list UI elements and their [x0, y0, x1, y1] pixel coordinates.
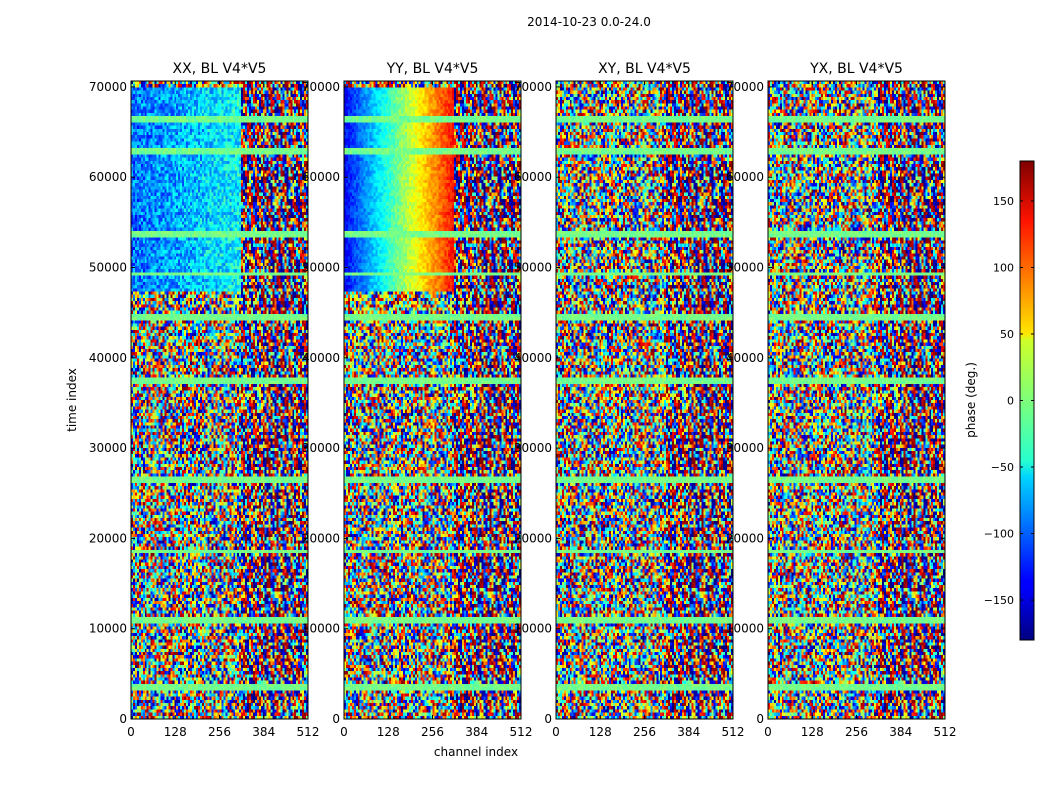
heatmap-image: [768, 81, 945, 719]
y-tick-label: 70000: [514, 80, 552, 94]
y-tick-label: 50000: [302, 261, 340, 275]
x-tick-label: 384: [889, 725, 912, 739]
y-tick-label: 70000: [726, 80, 764, 94]
x-tick-label: 256: [845, 725, 868, 739]
x-tick-label: 256: [208, 725, 231, 739]
y-tick-label: 30000: [514, 441, 552, 455]
panel-yy: YY, BL V4*V5 0 128 256 384 512 0 10000 20000 3000…: [302, 61, 533, 739]
y-tick-label: 10000: [514, 622, 552, 636]
y-axis-label: time index: [65, 368, 79, 432]
x-tick-label: 384: [677, 725, 700, 739]
y-tick-label: 20000: [514, 531, 552, 545]
y-tick-label: 60000: [302, 170, 340, 184]
x-tick-label: 384: [252, 725, 275, 739]
y-tick-label: 10000: [726, 622, 764, 636]
y-tick-label: 40000: [514, 351, 552, 365]
y-tick-label: 60000: [89, 170, 127, 184]
colorbar-tick-label: 150: [993, 195, 1014, 208]
y-tick-label: 0: [544, 712, 552, 726]
colorbar-tick-label: −150: [984, 594, 1014, 607]
y-tick-label: 20000: [726, 531, 764, 545]
x-tick-label: 512: [934, 725, 957, 739]
x-tick-label: 512: [297, 725, 320, 739]
colorbar-tick-label: −50: [991, 461, 1014, 474]
y-tick-label: 70000: [89, 80, 127, 94]
y-tick-label: 30000: [302, 441, 340, 455]
y-tick-label: 20000: [302, 531, 340, 545]
x-tick-label: 0: [340, 725, 348, 739]
y-tick-label: 70000: [302, 80, 340, 94]
x-tick-label: 0: [552, 725, 560, 739]
panel-title: XY, BL V4*V5: [598, 61, 691, 77]
y-tick-label: 0: [332, 712, 340, 726]
x-tick-label: 256: [421, 725, 444, 739]
x-tick-label: 0: [127, 725, 135, 739]
y-tick-label: 50000: [89, 261, 127, 275]
panel-title: YY, BL V4*V5: [386, 61, 479, 77]
heatmap-image: [131, 81, 308, 719]
heatmap-image: [344, 81, 521, 719]
panel-xx: XX, BL V4*V5 0 128 256 384 512 0 10000 20000 3000…: [89, 61, 320, 739]
y-tick-label: 40000: [302, 351, 340, 365]
x-tick-label: 512: [510, 725, 533, 739]
x-tick-label: 128: [377, 725, 400, 739]
y-tick-label: 40000: [89, 351, 127, 365]
y-tick-label: 30000: [89, 441, 127, 455]
x-tick-label: 256: [633, 725, 656, 739]
y-tick-label: 10000: [302, 622, 340, 636]
x-tick-label: 384: [465, 725, 488, 739]
panel-xy: XY, BL V4*V5 0 128 256 384 512 0 10000 20000 3000…: [514, 61, 745, 739]
y-tick-label: 40000: [726, 351, 764, 365]
x-tick-label: 0: [764, 725, 772, 739]
y-tick-label: 0: [119, 712, 127, 726]
panel-title: XX, BL V4*V5: [173, 61, 267, 77]
y-tick-label: 60000: [726, 170, 764, 184]
x-tick-label: 128: [589, 725, 612, 739]
figure-suptitle: 2014-10-23 0.0-24.0: [527, 15, 651, 29]
y-tick-label: 50000: [514, 261, 552, 275]
x-tick-label: 128: [801, 725, 824, 739]
x-tick-label: 512: [722, 725, 745, 739]
y-tick-label: 50000: [726, 261, 764, 275]
colorbar-tick-label: 0: [1007, 395, 1014, 408]
colorbar-label: phase (deg.): [964, 362, 978, 438]
heatmap-image: [556, 81, 733, 719]
panels: XX, BL V4*V5 0 128 256 384 512 0 10000 20000 3000…: [89, 61, 957, 739]
x-tick-label: 128: [164, 725, 187, 739]
y-tick-label: 20000: [89, 531, 127, 545]
y-tick-label: 0: [756, 712, 764, 726]
colorbar-tick-label: 100: [993, 261, 1014, 274]
y-tick-label: 60000: [514, 170, 552, 184]
y-tick-label: 30000: [726, 441, 764, 455]
panel-yx: YX, BL V4*V5 0 128 256 384 512 0 10000 20000 3000…: [726, 61, 957, 739]
panel-title: YX, BL V4*V5: [809, 61, 903, 77]
colorbar-tick-label: 50: [1000, 328, 1014, 341]
colorbar: phase (deg.) −150 −100 −50 0 50 100 150: [964, 160, 1035, 641]
colorbar-tick-label: −100: [984, 528, 1014, 541]
x-axis-label: channel index: [434, 745, 518, 759]
y-tick-label: 10000: [89, 622, 127, 636]
